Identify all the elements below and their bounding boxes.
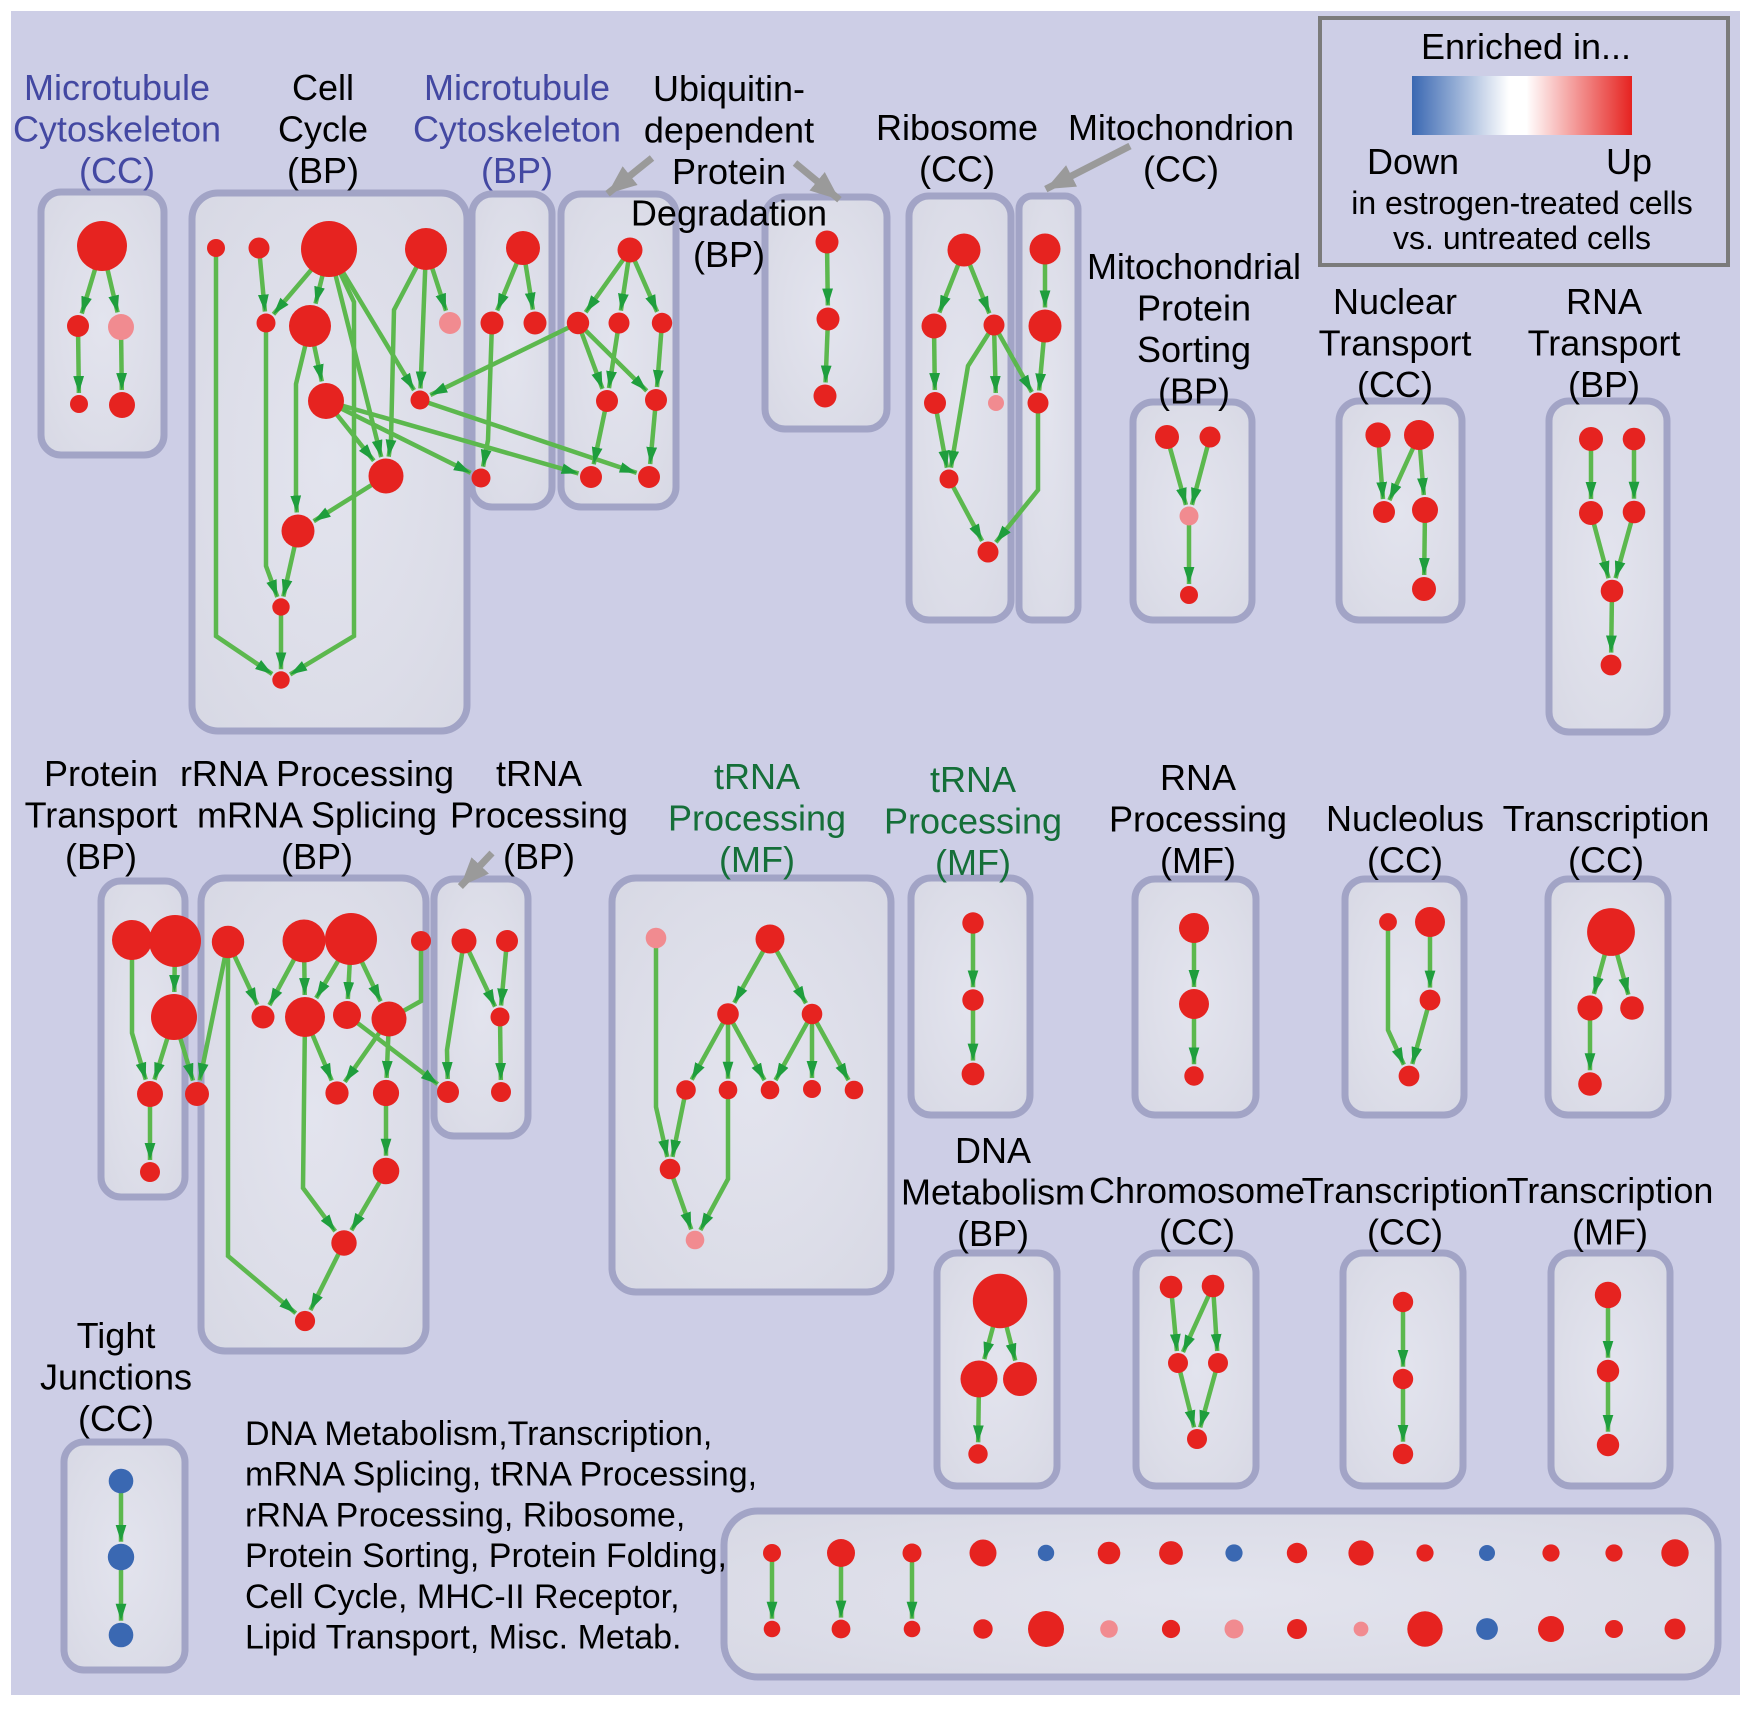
svg-text:Up: Up xyxy=(1606,141,1652,182)
svg-text:(BP): (BP) xyxy=(693,234,765,275)
svg-text:Processing: Processing xyxy=(1109,799,1287,840)
svg-text:Junctions: Junctions xyxy=(40,1357,192,1398)
svg-text:rRNA Processing: rRNA Processing xyxy=(180,753,454,794)
svg-text:Processing: Processing xyxy=(450,795,628,836)
svg-text:Enriched in...: Enriched in... xyxy=(1421,26,1631,67)
svg-text:DNA Metabolism,Transcription,: DNA Metabolism,Transcription, xyxy=(245,1415,712,1453)
svg-text:(BP): (BP) xyxy=(481,150,553,191)
svg-text:Transport: Transport xyxy=(1319,323,1472,364)
svg-text:Transcription: Transcription xyxy=(1302,1170,1509,1211)
svg-text:tRNA: tRNA xyxy=(930,759,1016,800)
svg-text:Microtubule: Microtubule xyxy=(424,67,610,108)
svg-text:(CC): (CC) xyxy=(919,149,995,190)
svg-text:(BP): (BP) xyxy=(957,1213,1029,1254)
svg-text:rRNA Processing, Ribosome,: rRNA Processing, Ribosome, xyxy=(245,1496,685,1534)
svg-text:(CC): (CC) xyxy=(1143,149,1219,190)
svg-text:Cell Cycle, MHC-II Receptor,: Cell Cycle, MHC-II Receptor, xyxy=(245,1578,680,1616)
svg-text:Chromosome: Chromosome xyxy=(1089,1170,1305,1211)
svg-text:(CC): (CC) xyxy=(1357,364,1433,405)
svg-text:DNA: DNA xyxy=(955,1130,1031,1171)
svg-text:(BP): (BP) xyxy=(287,150,359,191)
svg-text:(CC): (CC) xyxy=(1568,840,1644,881)
svg-text:Processing: Processing xyxy=(668,798,846,839)
svg-text:(MF): (MF) xyxy=(1572,1212,1648,1253)
svg-text:Protein: Protein xyxy=(44,753,158,794)
svg-text:vs. untreated cells: vs. untreated cells xyxy=(1393,220,1651,256)
svg-text:dependent: dependent xyxy=(644,110,814,151)
svg-text:tRNA: tRNA xyxy=(496,753,582,794)
svg-text:(CC): (CC) xyxy=(1367,1212,1443,1253)
svg-text:(BP): (BP) xyxy=(1158,371,1230,412)
svg-text:RNA: RNA xyxy=(1566,281,1642,322)
svg-text:mRNA Splicing: mRNA Splicing xyxy=(197,795,437,836)
svg-text:Nuclear: Nuclear xyxy=(1333,281,1457,322)
svg-text:Ribosome: Ribosome xyxy=(876,107,1038,148)
svg-text:Protein Sorting, Protein Foldi: Protein Sorting, Protein Folding, xyxy=(245,1537,727,1575)
svg-text:(CC): (CC) xyxy=(1367,840,1443,881)
svg-text:Nucleolus: Nucleolus xyxy=(1326,798,1484,839)
svg-text:(MF): (MF) xyxy=(935,842,1011,883)
svg-text:Microtubule: Microtubule xyxy=(24,67,210,108)
svg-text:Cell: Cell xyxy=(292,67,354,108)
svg-text:Processing: Processing xyxy=(884,801,1062,842)
svg-text:Tight: Tight xyxy=(77,1315,156,1356)
svg-text:Transport: Transport xyxy=(1528,323,1681,364)
svg-text:Lipid Transport, Misc. Metab.: Lipid Transport, Misc. Metab. xyxy=(245,1619,682,1657)
svg-text:(BP): (BP) xyxy=(65,836,137,877)
svg-text:Mitochondrion: Mitochondrion xyxy=(1068,107,1294,148)
svg-text:RNA: RNA xyxy=(1160,757,1236,798)
svg-text:Cytoskeleton: Cytoskeleton xyxy=(413,109,621,150)
svg-text:mRNA Splicing, tRNA Processing: mRNA Splicing, tRNA Processing, xyxy=(245,1456,757,1494)
svg-text:(CC): (CC) xyxy=(79,150,155,191)
svg-text:Protein: Protein xyxy=(672,151,786,192)
svg-text:(CC): (CC) xyxy=(1159,1212,1235,1253)
svg-text:Sorting: Sorting xyxy=(1137,329,1251,370)
svg-text:(CC): (CC) xyxy=(78,1398,154,1439)
svg-text:Degradation: Degradation xyxy=(631,193,827,234)
svg-text:Transport: Transport xyxy=(25,795,178,836)
svg-text:(MF): (MF) xyxy=(1160,840,1236,881)
svg-text:in estrogen-treated cells: in estrogen-treated cells xyxy=(1351,185,1693,221)
svg-text:Cytoskeleton: Cytoskeleton xyxy=(13,109,221,150)
svg-text:Transcription: Transcription xyxy=(1507,1170,1714,1211)
svg-text:(BP): (BP) xyxy=(1568,364,1640,405)
svg-text:Protein: Protein xyxy=(1137,288,1251,329)
svg-text:tRNA: tRNA xyxy=(714,756,800,797)
svg-text:Metabolism: Metabolism xyxy=(901,1172,1085,1213)
svg-text:Down: Down xyxy=(1367,141,1459,182)
svg-text:Ubiquitin-: Ubiquitin- xyxy=(653,68,805,109)
svg-text:(MF): (MF) xyxy=(719,839,795,880)
svg-text:Transcription: Transcription xyxy=(1503,798,1710,839)
svg-text:(BP): (BP) xyxy=(503,836,575,877)
svg-text:(BP): (BP) xyxy=(281,836,353,877)
svg-text:Mitochondrial: Mitochondrial xyxy=(1087,246,1301,287)
svg-text:Cycle: Cycle xyxy=(278,109,368,150)
